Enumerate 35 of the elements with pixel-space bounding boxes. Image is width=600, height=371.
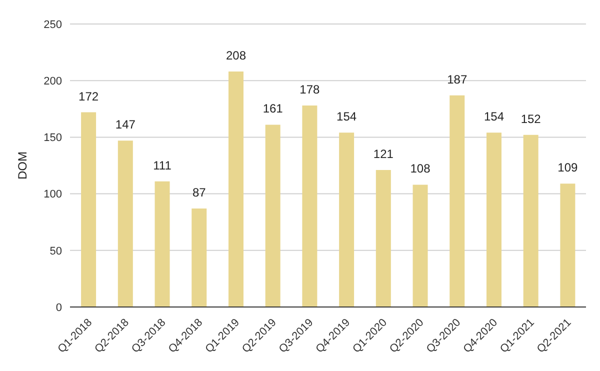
y-axis-title: DOM bbox=[15, 152, 30, 180]
data-label: 152 bbox=[520, 112, 542, 126]
bar bbox=[192, 208, 207, 307]
data-label: 147 bbox=[115, 118, 136, 132]
data-label: 154 bbox=[336, 110, 357, 124]
bar bbox=[81, 112, 96, 307]
y-tick-label: 0 bbox=[56, 302, 62, 314]
data-label: 208 bbox=[226, 48, 246, 63]
bar bbox=[486, 132, 502, 307]
bar bbox=[302, 106, 318, 307]
bar bbox=[523, 134, 538, 307]
data-label: 109 bbox=[558, 160, 578, 175]
data-label: 178 bbox=[300, 82, 320, 97]
data-label: 172 bbox=[78, 89, 99, 104]
data-label: 87 bbox=[192, 186, 206, 200]
y-tick-label: 50 bbox=[50, 245, 62, 258]
y-tick-label: 250 bbox=[44, 18, 62, 31]
bar bbox=[376, 170, 391, 307]
data-label: 111 bbox=[153, 158, 172, 172]
data-label: 108 bbox=[410, 162, 431, 176]
data-label: 154 bbox=[484, 110, 504, 124]
bar bbox=[118, 140, 133, 307]
y-tick-label: 150 bbox=[44, 132, 62, 144]
bar bbox=[154, 181, 170, 307]
y-tick-label: 200 bbox=[44, 76, 62, 88]
data-label: 187 bbox=[447, 72, 468, 86]
bar bbox=[560, 184, 576, 307]
bar bbox=[412, 184, 428, 307]
bar bbox=[265, 124, 280, 307]
y-tick-label: 100 bbox=[44, 188, 62, 201]
data-label: 121 bbox=[373, 147, 394, 162]
bar bbox=[228, 72, 244, 307]
data-label: 161 bbox=[262, 102, 284, 116]
bar bbox=[450, 95, 465, 307]
bar bbox=[339, 132, 354, 307]
